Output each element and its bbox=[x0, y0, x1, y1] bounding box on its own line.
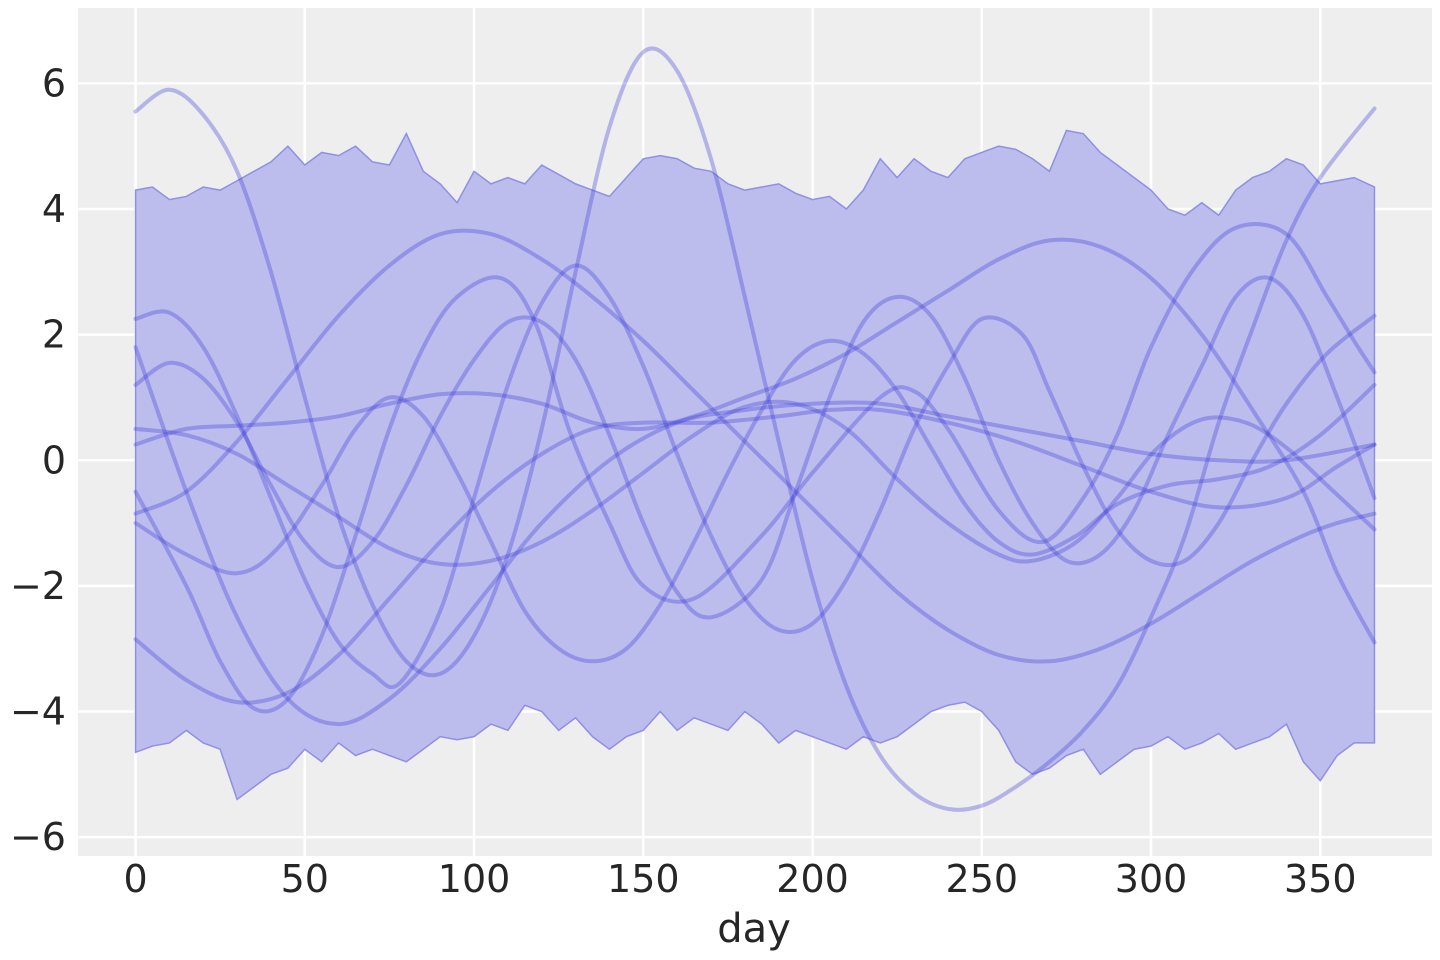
x-tick-label: 150 bbox=[607, 857, 680, 901]
series-line-8 bbox=[133, 237, 1377, 645]
series-line-2 bbox=[133, 345, 1377, 727]
x-tick-label: 100 bbox=[438, 857, 511, 901]
x-tick-label: 50 bbox=[281, 857, 329, 901]
series-line-10 bbox=[133, 228, 1377, 664]
x-tick-labels: 0 50 100 150 200 250 300 350 bbox=[123, 857, 1356, 901]
y-tick-label: −2 bbox=[10, 564, 66, 608]
y-tick-labels: −6 −4 −2 0 2 4 6 bbox=[10, 61, 66, 859]
x-tick-label: 300 bbox=[1115, 857, 1188, 901]
series-line-4 bbox=[133, 263, 1377, 690]
uncertainty-band bbox=[134, 129, 1376, 801]
series-lines bbox=[133, 46, 1377, 812]
y-tick-label: 6 bbox=[42, 61, 66, 105]
x-tick-label: 200 bbox=[776, 857, 849, 901]
y-tick-label: 2 bbox=[42, 313, 66, 357]
series-line-6 bbox=[133, 406, 1377, 705]
x-axis-label: day bbox=[717, 906, 791, 952]
y-tick-label: −4 bbox=[10, 690, 66, 734]
series-line-3 bbox=[133, 222, 1377, 714]
y-tick-label: −6 bbox=[10, 815, 66, 859]
series-line-7 bbox=[133, 399, 1377, 567]
series-line-5 bbox=[133, 275, 1377, 620]
x-tick-label: 0 bbox=[123, 857, 147, 901]
y-tick-label: 0 bbox=[42, 438, 66, 482]
x-tick-label: 250 bbox=[946, 857, 1019, 901]
x-tick-label: 350 bbox=[1284, 857, 1357, 901]
y-tick-label: 4 bbox=[42, 187, 66, 231]
series-line-9 bbox=[133, 338, 1377, 664]
series-line-1 bbox=[133, 46, 1377, 812]
